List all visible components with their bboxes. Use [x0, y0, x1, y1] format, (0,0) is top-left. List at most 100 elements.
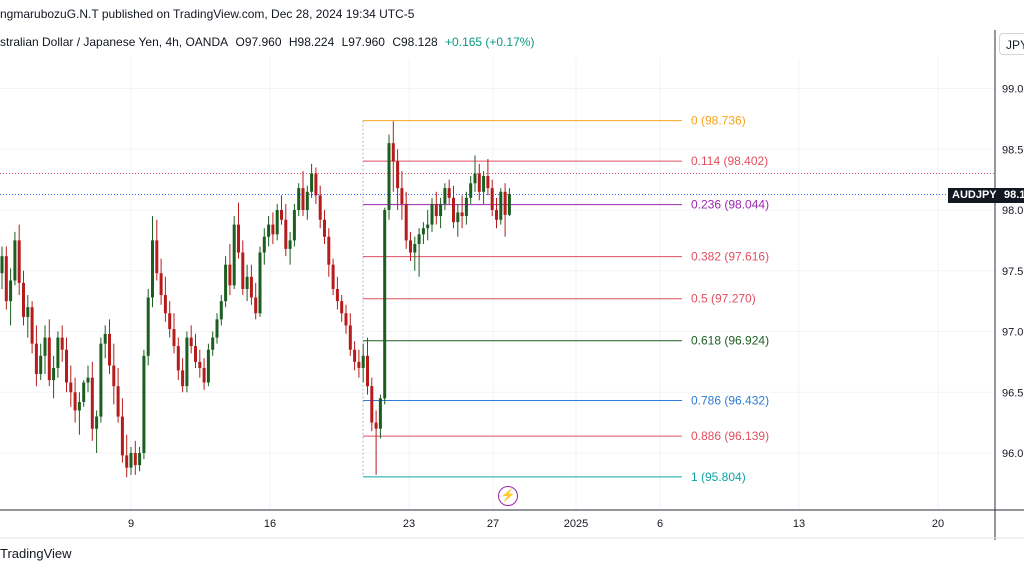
- x-tick-label: 20: [932, 518, 944, 530]
- candle-body: [335, 288, 339, 302]
- candle-body: [271, 224, 275, 235]
- candle-body: [39, 355, 43, 375]
- fib-level-label: 0.618 (96.924): [691, 334, 769, 348]
- candle-body: [421, 228, 425, 235]
- x-tick-label: 2025: [564, 518, 588, 530]
- candle-body: [17, 240, 21, 283]
- candle-body: [159, 273, 163, 296]
- y-tick-label: 96.0: [1002, 448, 1023, 460]
- candle-body: [99, 343, 103, 417]
- fibonacci-retracement[interactable]: 0 (98.736) 0.114 (98.402) 0.236 (98.044) 0.…: [362, 114, 769, 484]
- candle-body: [280, 210, 283, 220]
- candle-body: [22, 282, 25, 317]
- candle-body: [486, 175, 490, 189]
- fib-level-label: 0 (98.736): [691, 114, 746, 128]
- candle-body: [400, 188, 404, 204]
- candle-body: [13, 240, 17, 281]
- candle-body: [82, 382, 86, 402]
- x-tick-label: 13: [793, 518, 805, 530]
- candle-body: [490, 188, 494, 210]
- candle-body: [108, 333, 111, 366]
- fib-level-label: 0.786 (96.432): [691, 394, 769, 408]
- candle-body: [194, 346, 197, 362]
- candle-body: [198, 361, 202, 368]
- candle-body: [357, 361, 361, 368]
- candle-body: [477, 173, 481, 192]
- candle-body: [206, 349, 210, 383]
- lightning-icon[interactable]: ⚡: [498, 486, 518, 506]
- candle-body: [168, 313, 172, 330]
- candle-body: [439, 203, 443, 217]
- candle-body: [310, 173, 314, 192]
- price-change: +0.165 (+0.17%): [445, 35, 535, 49]
- candle-body: [146, 297, 150, 356]
- candle-body: [73, 392, 77, 411]
- fib-level-label: 0.5 (97.270): [691, 292, 756, 306]
- candle-body: [469, 183, 473, 198]
- candle-body: [163, 295, 167, 314]
- tradingview-logo: TradingView: [0, 546, 72, 561]
- candle-body: [228, 264, 232, 286]
- candle-body: [443, 188, 447, 204]
- candle-body: [288, 240, 292, 249]
- ohlc-high: H98.224: [288, 35, 335, 49]
- candle-body: [353, 349, 357, 362]
- currency-button[interactable]: JPY: [999, 33, 1024, 55]
- candle-body: [129, 453, 133, 468]
- candle-body: [142, 355, 146, 453]
- grid-lines: [0, 58, 995, 510]
- candle-body: [396, 161, 400, 189]
- candle-body: [52, 367, 56, 381]
- publish-info: ngmarubozuG.N.T published on TradingView…: [0, 7, 415, 21]
- candle-body: [4, 256, 8, 302]
- candle-body: [430, 203, 434, 225]
- fib-level-label: 0.114 (98.402): [691, 154, 768, 168]
- candle-body: [241, 252, 245, 289]
- x-tick-label: 9: [128, 518, 134, 530]
- candle-body: [409, 240, 412, 253]
- candle-body: [245, 276, 249, 289]
- candle-body: [391, 143, 395, 162]
- candle-body: [189, 337, 193, 347]
- ohlc-low: L97.960: [341, 35, 385, 49]
- candle-body: [292, 210, 296, 241]
- candle-body: [464, 197, 468, 217]
- candle-body: [426, 224, 430, 229]
- candle-body: [181, 370, 185, 387]
- candle-body: [232, 224, 236, 286]
- candle-body: [249, 276, 253, 298]
- candle-body: [116, 386, 120, 417]
- candle-body: [503, 191, 507, 215]
- candle-body: [387, 143, 391, 210]
- candle-body: [447, 188, 451, 198]
- candle-body: [86, 377, 90, 383]
- candle-body: [473, 173, 477, 184]
- candle-body: [185, 337, 189, 387]
- fib-level-label: 0.382 (97.616): [691, 250, 769, 264]
- candle-body: [452, 197, 455, 223]
- x-tick-label: 27: [487, 518, 499, 530]
- candle-body: [258, 252, 262, 314]
- symbol-description[interactable]: stralian Dollar / Japanese Yen, 4h, OAND…: [0, 35, 229, 49]
- candlestick-series[interactable]: [0, 121, 511, 478]
- x-tick-label: 16: [264, 518, 276, 530]
- axes: 96.0 96.5 97.0 97.5 98.0 98.5 99.0 9 16 23 27 2025 6…: [0, 30, 1024, 540]
- candle-body: [103, 333, 107, 344]
- candle-body: [151, 240, 154, 298]
- candle-body: [176, 346, 180, 371]
- candle-body: [404, 203, 408, 241]
- candle-body: [507, 194, 511, 215]
- fib-level-label: 0.236 (98.044): [691, 198, 769, 212]
- ohlc-open: O97.960: [235, 35, 282, 49]
- candle-body: [318, 195, 322, 220]
- candle-body: [344, 313, 348, 326]
- candle-body: [47, 337, 51, 381]
- candle-body: [267, 224, 271, 237]
- candle-body: [495, 210, 498, 220]
- candle-body: [77, 401, 81, 411]
- y-tick-label: 98.5: [1002, 144, 1023, 156]
- candle-body: [120, 416, 124, 456]
- candle-body: [125, 455, 129, 468]
- candle-body: [297, 188, 301, 210]
